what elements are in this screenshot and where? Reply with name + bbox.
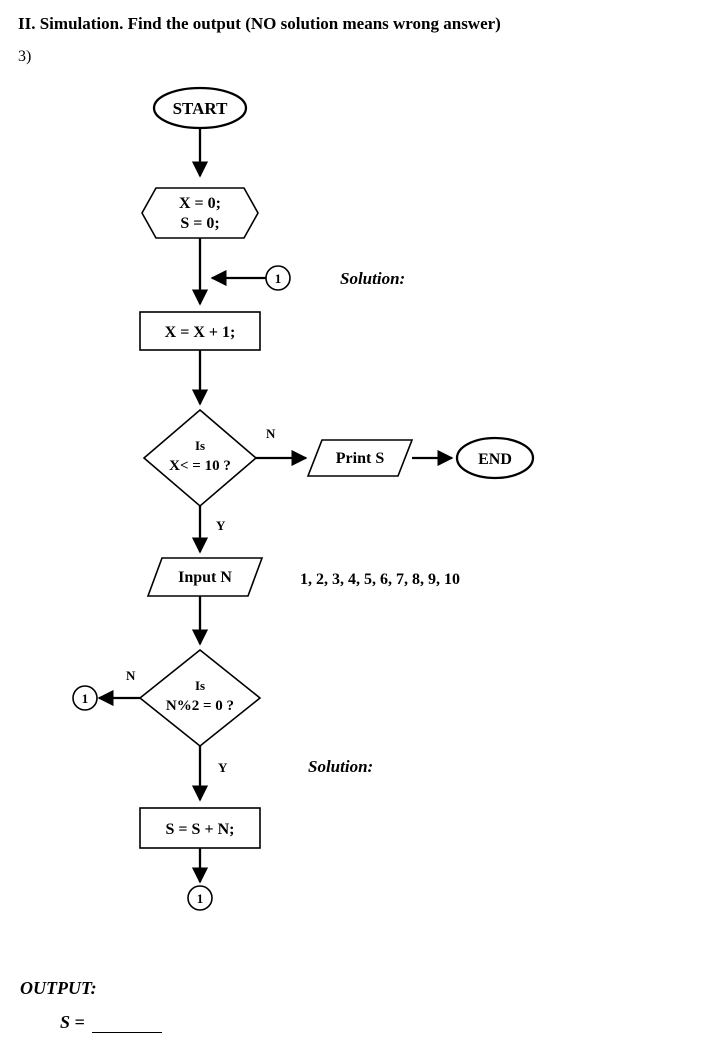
solution-label-2: Solution:	[308, 757, 373, 776]
svg-text:X = 0;: X = 0;	[179, 195, 221, 212]
page-title: II. Simulation. Find the output (NO solu…	[18, 14, 501, 34]
flowchart: START X = 0; S = 0; 1 Solution: X = X + …	[0, 78, 719, 968]
branch-label-n1: N	[266, 426, 276, 441]
svg-text:Is: Is	[195, 438, 205, 453]
answer-blank	[92, 1032, 162, 1033]
svg-text:1: 1	[82, 691, 89, 706]
input-values-label: 1, 2, 3, 4, 5, 6, 7, 8, 9, 10	[300, 571, 460, 588]
svg-text:X = X + 1;: X = X + 1;	[165, 324, 236, 341]
svg-text:Is: Is	[195, 678, 205, 693]
input-node: Input N	[148, 558, 262, 596]
sum-node: S = S + N;	[140, 808, 260, 848]
end-node: END	[457, 438, 533, 478]
branch-label-y2: Y	[218, 760, 228, 775]
init-node: X = 0; S = 0;	[142, 188, 258, 238]
solution-label-1: Solution:	[340, 269, 405, 288]
svg-text:1: 1	[275, 271, 282, 286]
svg-text:START: START	[173, 99, 228, 118]
branch-label-y1: Y	[216, 518, 226, 533]
svg-text:END: END	[478, 451, 512, 468]
decision1-node: Is X< = 10 ?	[144, 410, 256, 506]
connector-top: 1	[266, 266, 290, 290]
connector-bottom: 1	[188, 886, 212, 910]
svg-text:Input N: Input N	[178, 569, 232, 586]
svg-text:N%2 = 0 ?: N%2 = 0 ?	[166, 698, 234, 714]
start-node: START	[154, 88, 246, 128]
branch-label-n2: N	[126, 668, 136, 683]
svg-text:S = 0;: S = 0;	[180, 215, 219, 232]
svg-text:S = S + N;: S = S + N;	[166, 821, 235, 838]
question-number: 3)	[18, 48, 31, 66]
s-equals-label: S =	[60, 1012, 85, 1033]
decision2-node: Is N%2 = 0 ?	[140, 650, 260, 746]
svg-text:1: 1	[197, 891, 204, 906]
print-node: Print S	[308, 440, 412, 476]
svg-text:X< = 10 ?: X< = 10 ?	[169, 458, 231, 474]
increment-node: X = X + 1;	[140, 312, 260, 350]
output-label: OUTPUT:	[20, 978, 97, 999]
connector-left: 1	[73, 686, 97, 710]
svg-text:Print S: Print S	[336, 450, 385, 467]
